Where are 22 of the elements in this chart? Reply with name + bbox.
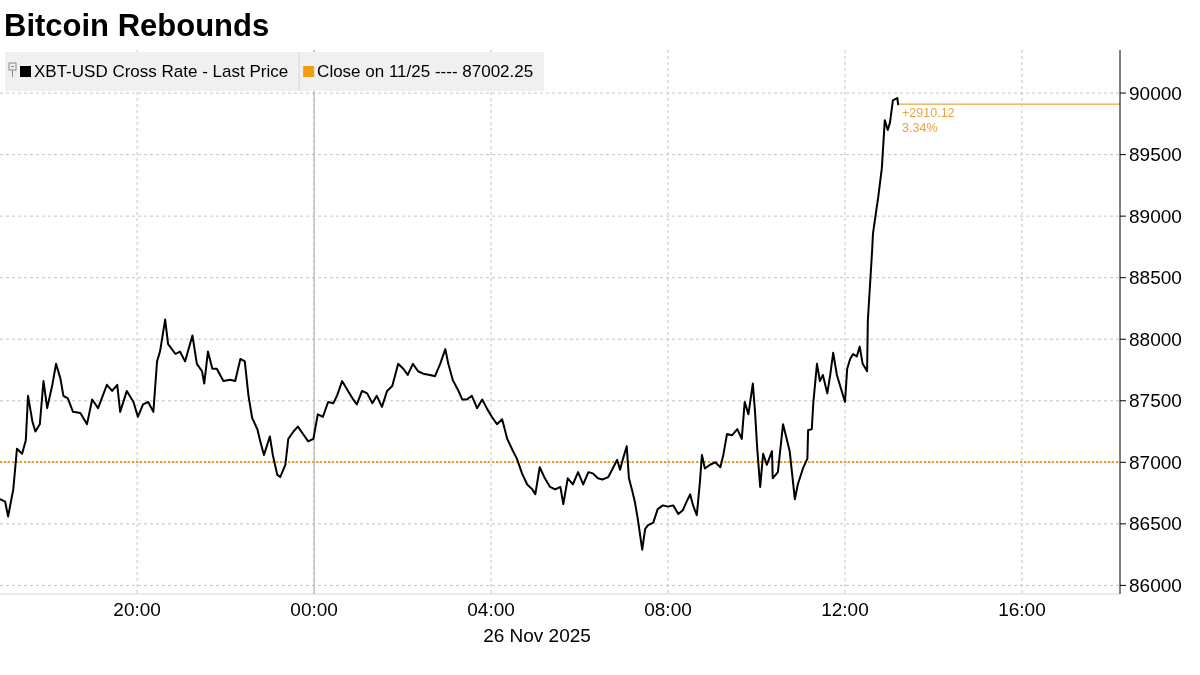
y-tick-label: 86500 bbox=[1129, 513, 1182, 535]
legend-label: Close on 11/25 ---- 87002.25 bbox=[317, 62, 534, 81]
annotation: +2910.12 bbox=[902, 106, 955, 121]
y-tick-label: 90000 bbox=[1129, 82, 1182, 104]
x-tick-label: 04:00 bbox=[467, 598, 515, 620]
x-tick-label: 12:00 bbox=[821, 598, 869, 620]
chart-title: Bitcoin Rebounds bbox=[4, 8, 270, 43]
legend-label: XBT-USD Cross Rate - Last Price bbox=[34, 62, 289, 81]
y-tick-label: 87500 bbox=[1129, 390, 1182, 412]
x-tick-label: 08:00 bbox=[644, 598, 692, 620]
x-tick-label: 20:00 bbox=[113, 598, 161, 620]
y-tick-label: 86000 bbox=[1129, 574, 1182, 596]
y-tick-label: 87000 bbox=[1129, 451, 1182, 473]
x-axis-title: 26 Nov 2025 bbox=[483, 624, 591, 646]
x-tick-label: 16:00 bbox=[998, 598, 1046, 620]
y-tick-label: 89000 bbox=[1129, 205, 1182, 227]
y-tick-label: 88500 bbox=[1129, 267, 1182, 289]
annotation: 3.34% bbox=[902, 121, 938, 136]
line-series bbox=[0, 97, 900, 551]
x-tick-label: 00:00 bbox=[290, 598, 338, 620]
y-tick-label: 89500 bbox=[1129, 144, 1182, 166]
y-tick-label: 88000 bbox=[1129, 328, 1182, 350]
